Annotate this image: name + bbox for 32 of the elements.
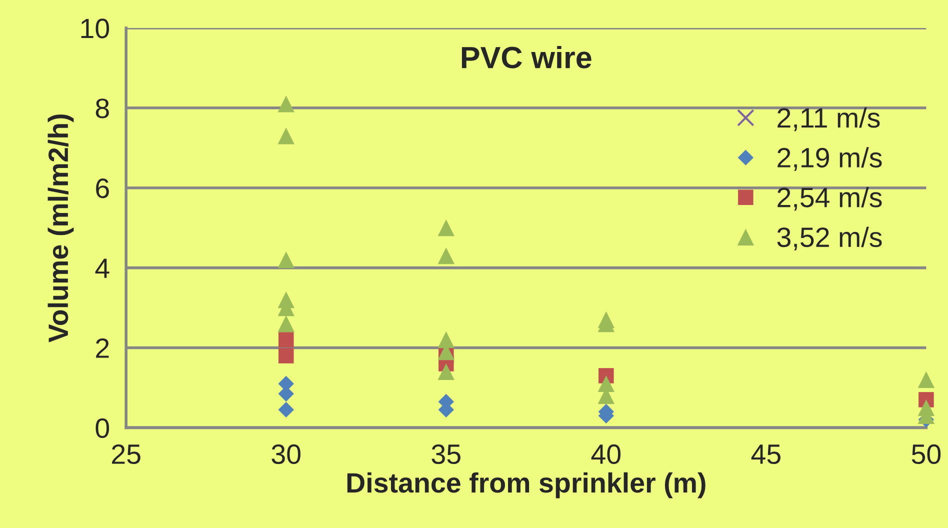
y-tick-label: 0 (96, 418, 110, 438)
point (598, 375, 614, 392)
x-tick-label: 30 (272, 444, 300, 464)
point (438, 247, 454, 264)
point (918, 371, 935, 388)
point (278, 96, 294, 112)
point (278, 251, 294, 268)
point (278, 315, 294, 332)
y-tick-label: 6 (96, 178, 109, 198)
legend-label: 2,11 m/s (778, 107, 880, 132)
x-tick-label: 45 (751, 444, 780, 464)
y-tick-label: 4 (95, 258, 110, 278)
point (438, 220, 454, 236)
legend-label: 2,54 m/s (778, 186, 882, 211)
x-axis-title: Distance from sprinkler (m) (347, 472, 706, 498)
y-tick-label: 2 (96, 338, 109, 358)
legend-label: 2,19 m/s (778, 147, 882, 171)
point (438, 331, 454, 348)
x-tick-label: 35 (432, 444, 460, 464)
point (278, 332, 294, 348)
x-tick-label: 40 (591, 444, 621, 464)
point (278, 348, 294, 364)
chart-title: PVC wire (462, 46, 592, 68)
point (438, 363, 454, 380)
x-tick-label: 25 (112, 444, 140, 464)
y-axis-title: Volume (ml/m2/h) (48, 114, 74, 342)
point (278, 402, 294, 418)
point (278, 128, 294, 144)
y-tick-label: 8 (96, 98, 109, 118)
legend-label: 3,52 m/s (777, 226, 882, 250)
x-tick-label: 50 (912, 444, 941, 464)
y-tick-label: 10 (81, 18, 110, 38)
